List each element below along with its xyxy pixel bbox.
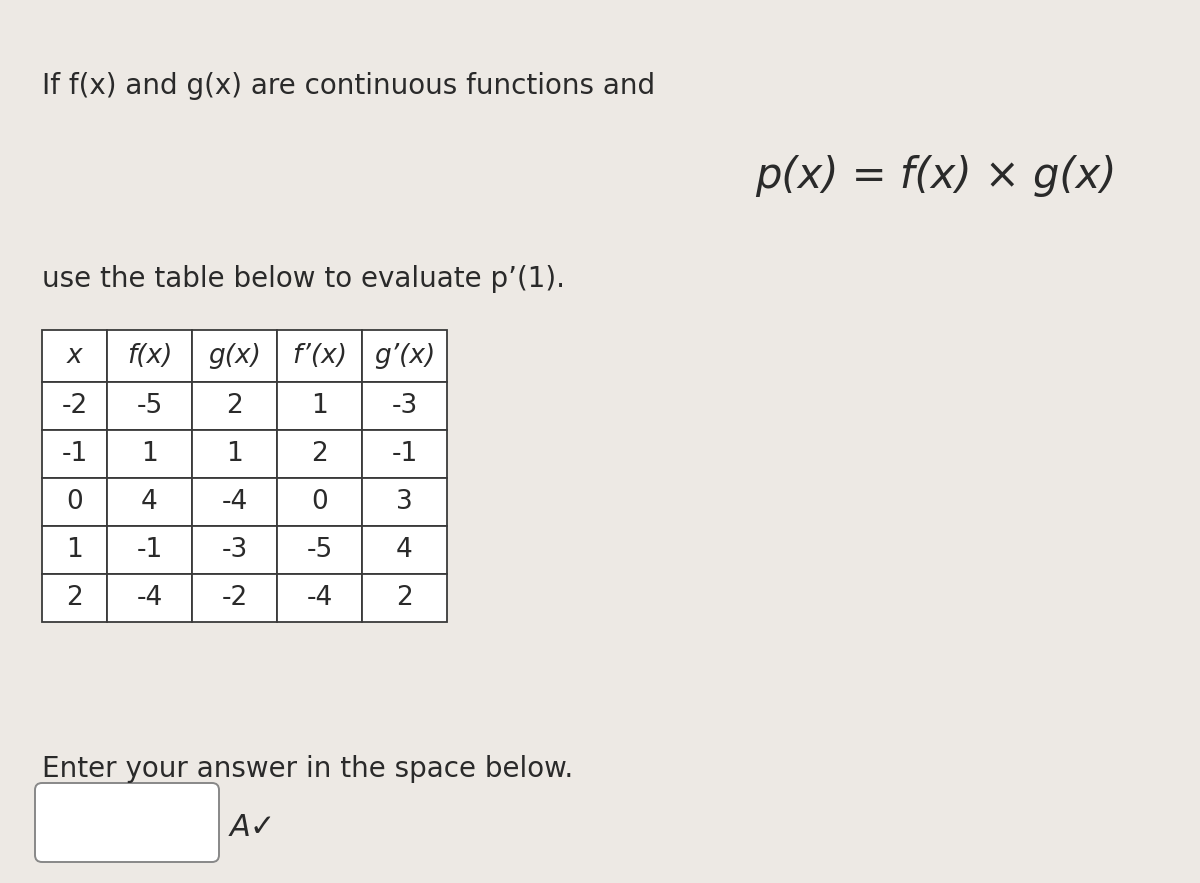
Bar (107, 574, 192, 622)
Bar (107, 382, 192, 430)
Text: 0: 0 (66, 489, 83, 515)
Text: -4: -4 (306, 585, 332, 611)
Text: If f(x) and g(x) are continuous functions and: If f(x) and g(x) are continuous function… (42, 72, 655, 100)
Text: 1: 1 (66, 537, 83, 563)
Text: g’(x): g’(x) (374, 343, 436, 369)
Text: -4: -4 (137, 585, 163, 611)
Bar (192, 478, 277, 526)
Text: 2: 2 (66, 585, 83, 611)
Text: A✓: A✓ (230, 813, 276, 842)
Text: 3: 3 (396, 489, 413, 515)
Text: Enter your answer in the space below.: Enter your answer in the space below. (42, 755, 574, 783)
Text: p(x) = f(x) × g(x): p(x) = f(x) × g(x) (755, 155, 1117, 197)
Text: g(x): g(x) (208, 343, 260, 369)
Text: 0: 0 (311, 489, 328, 515)
Bar (192, 430, 277, 478)
Text: 2: 2 (396, 585, 413, 611)
Bar (192, 382, 277, 430)
Text: -1: -1 (137, 537, 163, 563)
Bar (362, 478, 446, 526)
Text: 2: 2 (226, 393, 242, 419)
Text: 1: 1 (142, 441, 158, 467)
Bar (192, 574, 277, 622)
Text: f’(x): f’(x) (292, 343, 347, 369)
Text: 2: 2 (311, 441, 328, 467)
Bar (42, 574, 107, 622)
Bar (192, 330, 277, 382)
Bar (107, 526, 192, 574)
Bar (362, 382, 446, 430)
Bar (277, 430, 362, 478)
Text: 4: 4 (396, 537, 413, 563)
Text: 1: 1 (226, 441, 242, 467)
Bar (362, 330, 446, 382)
Bar (277, 382, 362, 430)
Bar (277, 478, 362, 526)
Text: -1: -1 (391, 441, 418, 467)
Bar (277, 574, 362, 622)
Bar (277, 526, 362, 574)
Text: 1: 1 (311, 393, 328, 419)
Text: x: x (67, 343, 83, 369)
Bar (42, 430, 107, 478)
Text: -1: -1 (61, 441, 88, 467)
Bar (42, 382, 107, 430)
Bar (362, 574, 446, 622)
Bar (192, 526, 277, 574)
Text: 4: 4 (142, 489, 158, 515)
Text: -3: -3 (221, 537, 247, 563)
Text: -5: -5 (306, 537, 332, 563)
Bar (42, 526, 107, 574)
Text: -5: -5 (137, 393, 163, 419)
Bar (107, 430, 192, 478)
Bar (42, 478, 107, 526)
Text: -4: -4 (221, 489, 247, 515)
Text: -2: -2 (221, 585, 247, 611)
Bar (107, 478, 192, 526)
Bar (362, 430, 446, 478)
Text: use the table below to evaluate p’(1).: use the table below to evaluate p’(1). (42, 265, 565, 293)
Bar (362, 526, 446, 574)
FancyBboxPatch shape (35, 783, 220, 862)
Bar (42, 330, 107, 382)
Text: -2: -2 (61, 393, 88, 419)
Bar (277, 330, 362, 382)
Bar (107, 330, 192, 382)
Text: -3: -3 (391, 393, 418, 419)
Text: f(x): f(x) (127, 343, 172, 369)
